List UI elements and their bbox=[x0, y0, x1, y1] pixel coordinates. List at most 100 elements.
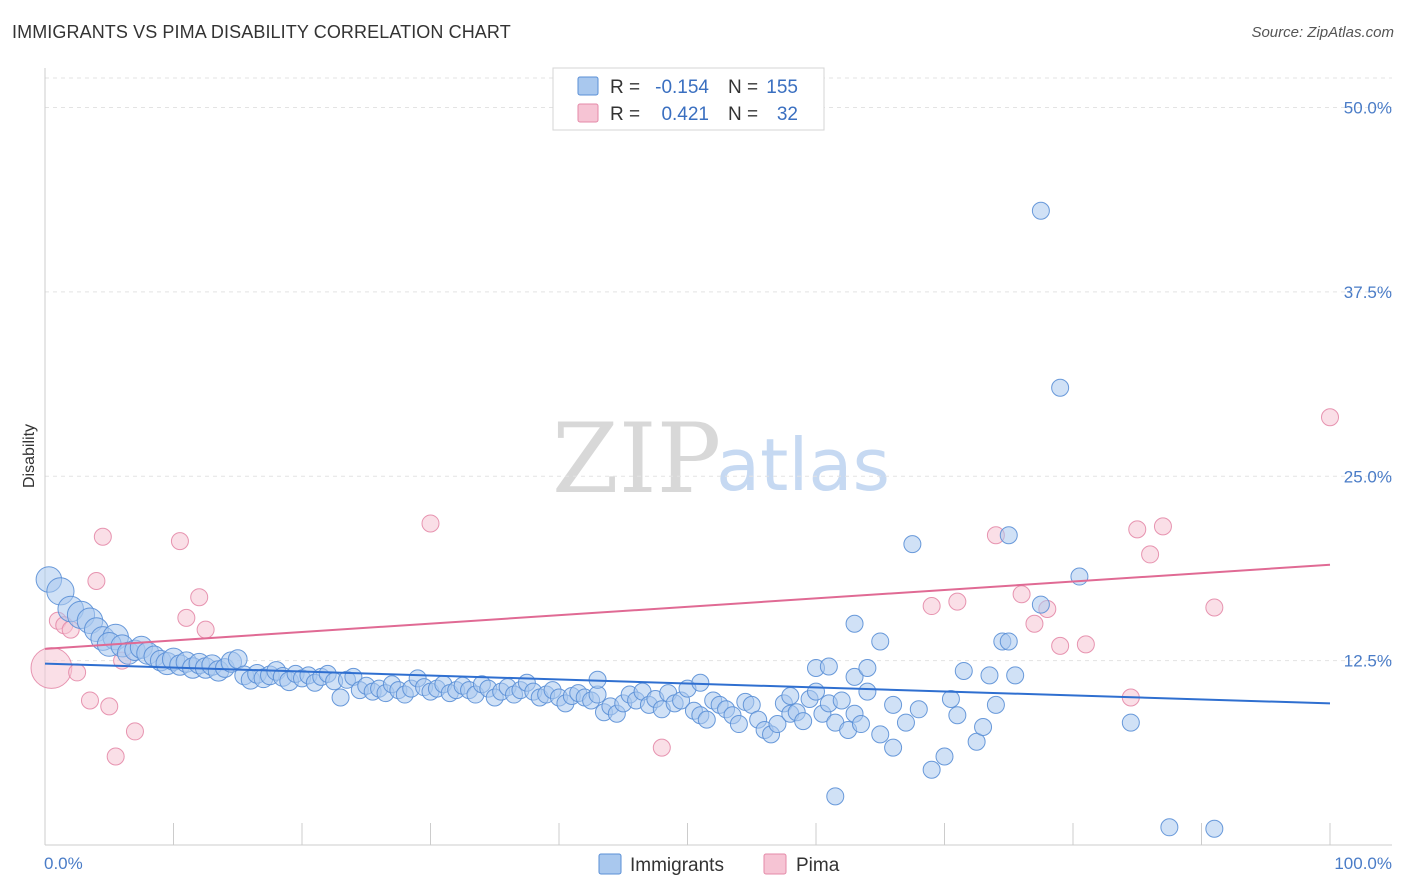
immigrants-point bbox=[826, 787, 845, 806]
immigrants-point bbox=[331, 688, 350, 707]
pima-point bbox=[106, 747, 125, 766]
pima-point bbox=[30, 647, 73, 689]
series-legend: Immigrants Pima bbox=[598, 853, 840, 876]
pima-point bbox=[652, 738, 671, 757]
series-legend-swatch-immigrants bbox=[598, 853, 622, 875]
legend-n-value-pima: 32 bbox=[777, 104, 798, 125]
immigrants-point bbox=[954, 661, 973, 680]
immigrants-point bbox=[768, 715, 787, 734]
pima-point bbox=[1205, 598, 1224, 617]
immigrants-point bbox=[999, 526, 1018, 545]
pima-point bbox=[80, 691, 99, 710]
y-tick-label: 12.5% bbox=[1344, 652, 1392, 671]
y-axis-label: Disability bbox=[21, 424, 38, 488]
immigrants-point bbox=[858, 659, 877, 677]
pima-point bbox=[93, 527, 112, 546]
immigrants-point bbox=[999, 632, 1018, 651]
immigrants-point bbox=[819, 657, 838, 676]
pima-point bbox=[421, 514, 440, 533]
pima-point bbox=[87, 571, 106, 590]
watermark-zip: ZIP bbox=[552, 403, 721, 515]
pima-point bbox=[68, 663, 87, 682]
series-legend-swatch-pima bbox=[763, 853, 787, 875]
immigrants-point bbox=[974, 718, 993, 736]
immigrants-point bbox=[1031, 595, 1050, 614]
pima-point bbox=[922, 597, 941, 616]
immigrants-point bbox=[807, 682, 825, 701]
immigrants-point bbox=[851, 715, 870, 734]
pima-point bbox=[948, 592, 967, 611]
legend-r-label-immigrants: R = bbox=[610, 77, 640, 98]
immigrants-point bbox=[858, 682, 877, 701]
immigrants-point bbox=[896, 713, 915, 732]
pima-point bbox=[125, 722, 144, 741]
legend-n-value-immigrants: 155 bbox=[766, 77, 798, 98]
immigrants-points bbox=[35, 201, 1224, 838]
immigrants-trend-line bbox=[44, 662, 1331, 705]
y-tick-label: 37.5% bbox=[1344, 283, 1392, 302]
immigrants-point bbox=[948, 706, 967, 725]
immigrants-point bbox=[1031, 201, 1050, 220]
trend-lines bbox=[44, 563, 1331, 705]
source-credit: Source: ZipAtlas.com bbox=[1251, 24, 1394, 41]
y-tick-label: 25.0% bbox=[1344, 467, 1392, 486]
immigrants-point bbox=[903, 535, 922, 554]
legend-swatch-immigrants bbox=[577, 76, 599, 96]
pima-point bbox=[1076, 635, 1095, 654]
pima-point bbox=[1153, 517, 1172, 536]
y-tick-labels: 12.5% 25.0% 37.5% 50.0% bbox=[1344, 99, 1392, 671]
x-tick-label: 100.0% bbox=[1334, 854, 1392, 873]
pima-point bbox=[170, 532, 189, 551]
pima-point bbox=[1321, 408, 1339, 427]
watermark: ZIP atlas bbox=[552, 403, 890, 515]
immigrants-point bbox=[1006, 666, 1025, 685]
immigrants-point bbox=[697, 710, 716, 729]
immigrants-point bbox=[794, 712, 813, 731]
immigrants-point bbox=[884, 738, 903, 757]
immigrants-point bbox=[1121, 713, 1140, 732]
immigrants-point bbox=[1160, 818, 1179, 837]
immigrants-point bbox=[871, 725, 890, 744]
immigrants-point bbox=[845, 667, 864, 686]
immigrants-point bbox=[909, 700, 928, 719]
pima-point bbox=[1012, 585, 1031, 604]
immigrants-point bbox=[781, 687, 800, 706]
x-tick-labels: 0.0% 100.0% bbox=[44, 854, 1392, 873]
immigrants-point bbox=[1051, 378, 1070, 397]
legend-swatch-pima bbox=[577, 103, 599, 123]
immigrants-point bbox=[935, 747, 954, 766]
correlation-legend: R = -0.154 N = 155 R = 0.421 N = 32 bbox=[552, 67, 825, 131]
pima-point bbox=[100, 697, 119, 716]
immigrants-point bbox=[986, 695, 1005, 714]
immigrants-point bbox=[832, 691, 851, 710]
pima-point bbox=[190, 588, 209, 607]
immigrants-point bbox=[1205, 819, 1224, 838]
pima-point bbox=[1025, 614, 1044, 633]
immigrants-point bbox=[980, 666, 999, 685]
legend-r-label-pima: R = bbox=[610, 104, 640, 125]
x-tick-label: 0.0% bbox=[44, 854, 83, 873]
chart-title: IMMIGRANTS VS PIMA DISABILITY CORRELATIO… bbox=[12, 22, 511, 42]
series-legend-label-immigrants: Immigrants bbox=[630, 855, 724, 876]
immigrants-point bbox=[871, 632, 890, 651]
legend-n-label-pima: N = bbox=[728, 104, 758, 125]
pima-point bbox=[177, 608, 196, 627]
watermark-atlas: atlas bbox=[716, 423, 890, 507]
immigrants-point bbox=[941, 689, 960, 708]
series-legend-label-pima: Pima bbox=[796, 855, 840, 876]
axes bbox=[44, 68, 1392, 846]
pima-point bbox=[1051, 636, 1070, 655]
pima-point bbox=[196, 620, 215, 639]
immigrants-point bbox=[845, 614, 864, 633]
legend-n-label-immigrants: N = bbox=[728, 77, 758, 98]
legend-r-value-immigrants: -0.154 bbox=[655, 77, 709, 98]
immigrants-point bbox=[884, 695, 903, 714]
pima-trend-line bbox=[44, 563, 1331, 650]
pima-point bbox=[1128, 520, 1147, 539]
pima-point bbox=[1141, 545, 1160, 564]
y-tick-label: 50.0% bbox=[1344, 99, 1392, 118]
immigrants-point bbox=[922, 760, 941, 779]
immigrants-point bbox=[729, 715, 748, 734]
legend-r-value-pima: 0.421 bbox=[661, 104, 709, 125]
